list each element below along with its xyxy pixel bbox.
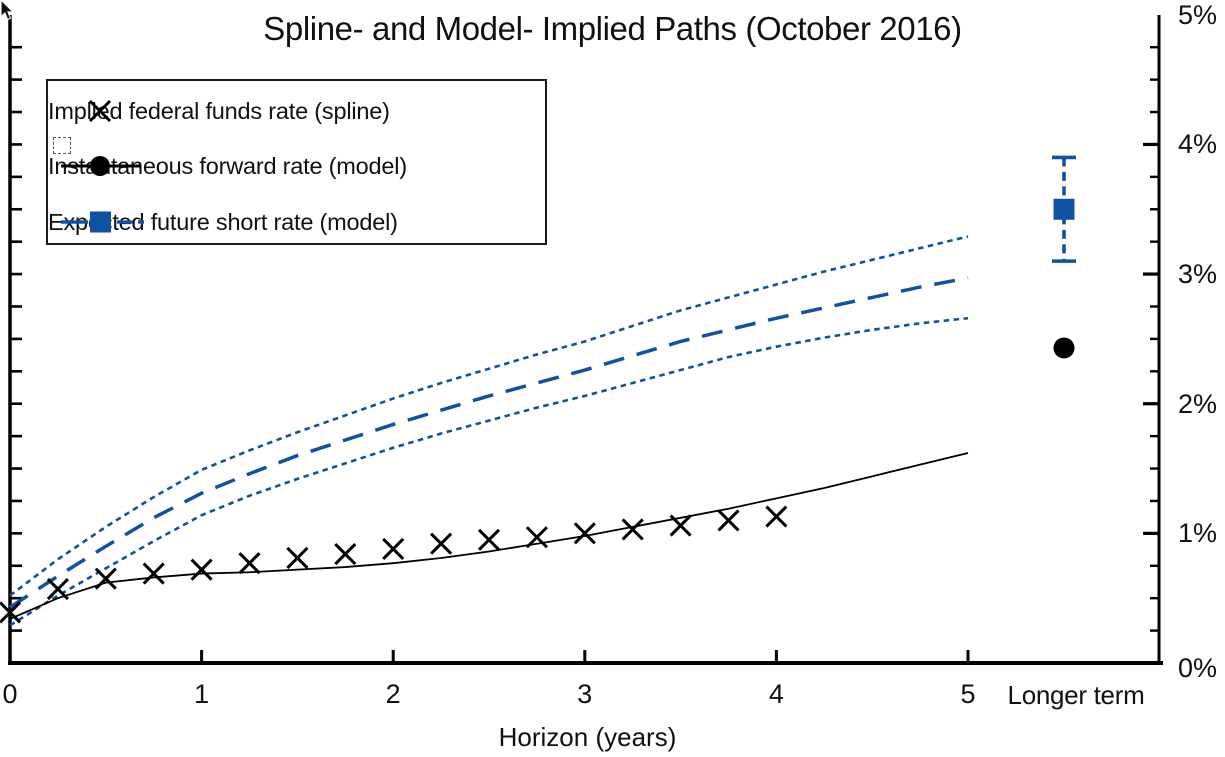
y-tick-label-5%: 5%: [1178, 0, 1218, 30]
confidence-band-upper-line: [9, 235, 969, 597]
longer-term-square-marker: [1053, 198, 1075, 220]
line-circle-marker-icon: [61, 156, 140, 176]
legend-item-spline: Implied federal funds rate (spline): [48, 86, 545, 136]
legend-item-forward-rate: Instantaneous forward rate (model): [48, 141, 545, 191]
x-tick-label-0: 0: [2, 679, 18, 709]
chart-title: Spline- and Model- Implied Paths (Octobe…: [263, 10, 962, 47]
legend-item-expected-rate: Expected future short rate (model): [48, 197, 545, 247]
legend-label-spline: Implied federal funds rate (spline): [48, 97, 390, 124]
mouse-cursor-icon: [0, 0, 15, 21]
confidence-band-lower-line: [9, 316, 969, 627]
x-tick-longer-term: Longer term: [1007, 680, 1145, 710]
y-tick-label-3%: 3%: [1178, 259, 1218, 290]
selection-marquee-box[interactable]: [53, 137, 71, 154]
y-tick-label-4%: 4%: [1178, 129, 1218, 160]
x-axis-title: Horizon (years): [498, 722, 677, 752]
y-tick-label-0%: 0%: [1178, 653, 1218, 683]
x-tick-label-2: 2: [385, 679, 401, 709]
x-tick-label-1: 1: [194, 679, 210, 709]
forward-rate-line: [9, 452, 969, 620]
x-tick-label-5: 5: [960, 679, 976, 709]
dashed-square-marker-icon: [61, 211, 144, 233]
x-marker-icon: [88, 99, 112, 123]
longer-term-circle-marker: [1053, 337, 1075, 359]
y-tick-label-1%: 1%: [1178, 518, 1218, 549]
expected-short-rate-line: [9, 276, 969, 609]
spline-x-markers: [0, 505, 788, 624]
legend-box: Implied federal funds rate (spline) Inst…: [46, 79, 547, 245]
y-tick-label-2%: 2%: [1178, 388, 1218, 419]
x-tick-label-3: 3: [577, 679, 593, 709]
x-tick-label-4: 4: [768, 679, 784, 709]
